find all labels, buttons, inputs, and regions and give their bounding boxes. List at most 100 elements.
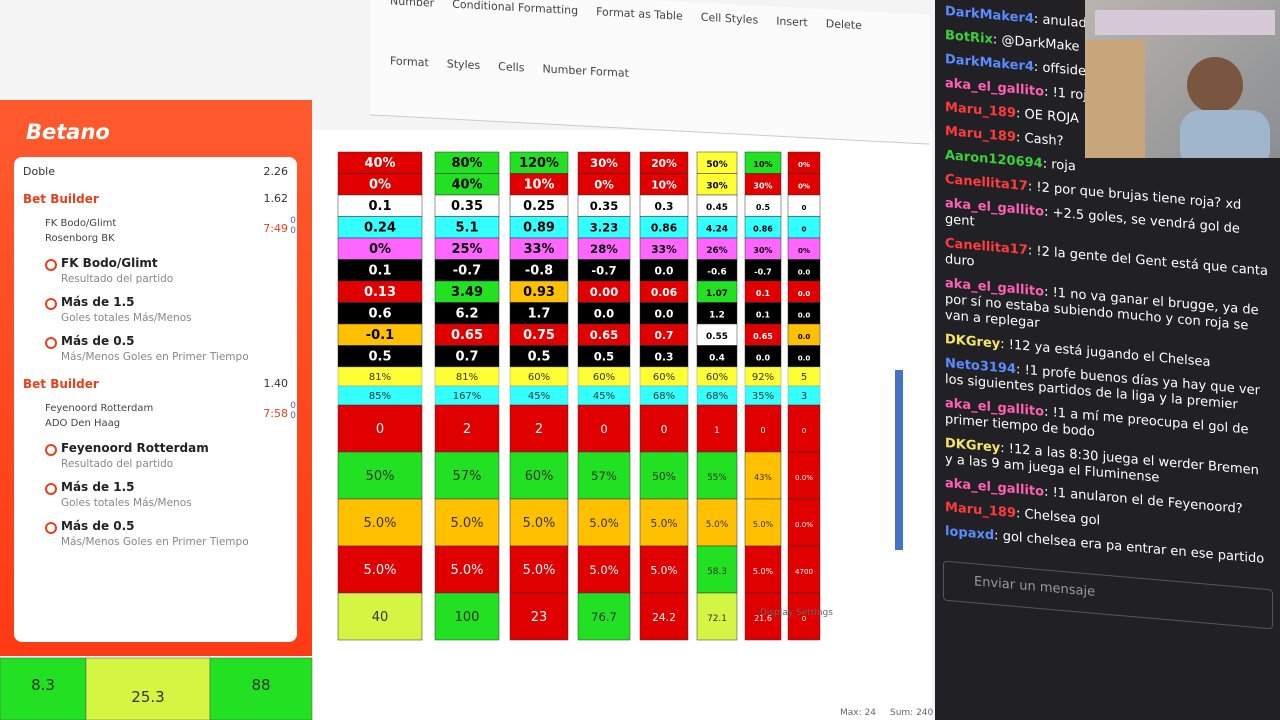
username: Maru_189 <box>945 100 1017 122</box>
cell-text: -0.6 <box>707 268 726 278</box>
cell <box>337 545 423 594</box>
cell-text: 0% <box>369 178 391 193</box>
separator: : <box>992 32 998 48</box>
cell-text: 0.3 <box>655 351 674 364</box>
cell-text: 30% <box>706 182 727 192</box>
cell-text: 26% <box>706 246 727 256</box>
ribbon-item[interactable]: Number Format <box>542 61 629 80</box>
ribbon-item[interactable]: Format as Table <box>596 5 683 23</box>
leg-label: Bet Builder <box>23 192 99 206</box>
cell-text: 0.35 <box>590 199 619 213</box>
cell-text: -0.7 <box>754 268 772 277</box>
leg-odds: 1.62 <box>263 192 289 205</box>
cell-text: 1.7 <box>528 307 551 322</box>
cell-text: 0.06 <box>651 286 677 299</box>
ribbon-item[interactable]: Cell Styles <box>700 10 759 27</box>
cell-text: 40% <box>451 178 482 193</box>
cell-text: 0.86 <box>753 225 773 234</box>
cell <box>744 498 782 547</box>
cell-text: 5.0% <box>753 567 774 576</box>
cell-text: 50% <box>652 470 676 483</box>
cell-text: -0.7 <box>453 264 481 279</box>
cell-text: 0.0 <box>756 354 771 363</box>
band-text: 3 <box>801 391 807 402</box>
cell-text: 5.0% <box>450 516 483 531</box>
cell <box>639 592 689 641</box>
cell-text: 5.0% <box>650 564 677 577</box>
cell <box>744 404 782 453</box>
cell-text: 4700 <box>795 567 814 576</box>
cell-text: 0 <box>802 225 807 234</box>
separator: : <box>1033 59 1039 76</box>
cell-text: 0.6 <box>368 307 391 322</box>
pick: Más de 0.5 <box>61 519 135 533</box>
cell-text: 0 <box>600 422 607 436</box>
ribbon-item[interactable]: Insert <box>776 14 808 30</box>
cell <box>787 545 821 594</box>
corner-text: 25.3 <box>131 688 164 706</box>
cell-text: -0.7 <box>591 264 616 278</box>
webcam <box>1085 0 1280 158</box>
bet-slip-panel: Betano Doble 2.26 Bet Builder 1.62 FK Bodo/… <box>0 100 312 656</box>
corner-text: 8.3 <box>31 676 55 694</box>
ribbon-item[interactable]: Format <box>390 53 429 69</box>
cell <box>744 545 782 594</box>
cell-text: 23 <box>531 610 547 625</box>
band-text: 60% <box>528 372 550 383</box>
cell <box>509 451 569 500</box>
cell-text: 0.1 <box>756 289 771 298</box>
cell-text: 120% <box>519 156 559 171</box>
username: aka_el_gallito <box>945 476 1045 500</box>
cell <box>577 592 631 641</box>
market: Goles totales Más/Menos <box>61 312 192 324</box>
cell-text: 25% <box>451 242 482 257</box>
cell-text: 0 <box>802 426 807 435</box>
band-text: 45% <box>593 391 615 402</box>
cell <box>337 404 423 453</box>
separator: : <box>1044 284 1049 301</box>
band-text: 92% <box>752 372 774 383</box>
separator: : <box>1027 179 1033 195</box>
ribbon-item[interactable]: Number <box>390 0 435 10</box>
cell-text: 0.00 <box>590 285 619 299</box>
ribbon-item[interactable]: Cells <box>498 59 525 74</box>
cell-text: 5.0% <box>706 520 729 530</box>
cell <box>787 592 821 641</box>
separator: : <box>1042 156 1048 172</box>
cell-text: 10% <box>753 160 772 169</box>
cell-text: 0.0% <box>795 473 813 482</box>
cell <box>509 592 569 641</box>
match-time: 7:49 <box>263 222 288 235</box>
leg-header: Bet Builder 1.62 <box>23 192 288 206</box>
leg-odds: 1.40 <box>263 377 289 390</box>
cell-text: 0% <box>369 242 391 257</box>
cell-text: 0.89 <box>523 221 555 236</box>
cell-text: 0.4 <box>709 354 725 364</box>
separator: : <box>994 528 999 544</box>
ribbon-item[interactable]: Delete <box>825 17 862 33</box>
band-text: 85% <box>369 391 391 402</box>
cell <box>337 451 423 500</box>
ribbon-item[interactable]: Conditional Formatting <box>452 0 579 18</box>
cell-text: 76.7 <box>591 610 617 624</box>
username: BotRix <box>945 28 993 48</box>
cell-text: 0.0 <box>798 354 811 363</box>
cell <box>434 545 500 594</box>
selection: Más de 0.5 Más/Menos Goles en Primer Tiem… <box>45 519 288 548</box>
market: Resultado del partido <box>61 273 174 285</box>
slip-header: Doble 2.26 <box>23 165 288 178</box>
ribbon-item[interactable]: Styles <box>446 56 481 72</box>
pick: Más de 1.5 <box>61 480 135 494</box>
cell <box>577 498 631 547</box>
leg-header: Bet Builder 1.40 <box>23 377 288 391</box>
cell-text: 0.0 <box>798 268 811 277</box>
cell-text: 0.65 <box>451 328 483 343</box>
username: DKGrey <box>945 332 1001 352</box>
cell-text: 5.0% <box>650 517 677 530</box>
cell-text: 0.45 <box>706 203 728 213</box>
username: Maru_189 <box>945 500 1017 522</box>
separator: : <box>1016 106 1021 122</box>
username: Maru_189 <box>945 124 1017 146</box>
separator: : <box>1016 362 1021 378</box>
